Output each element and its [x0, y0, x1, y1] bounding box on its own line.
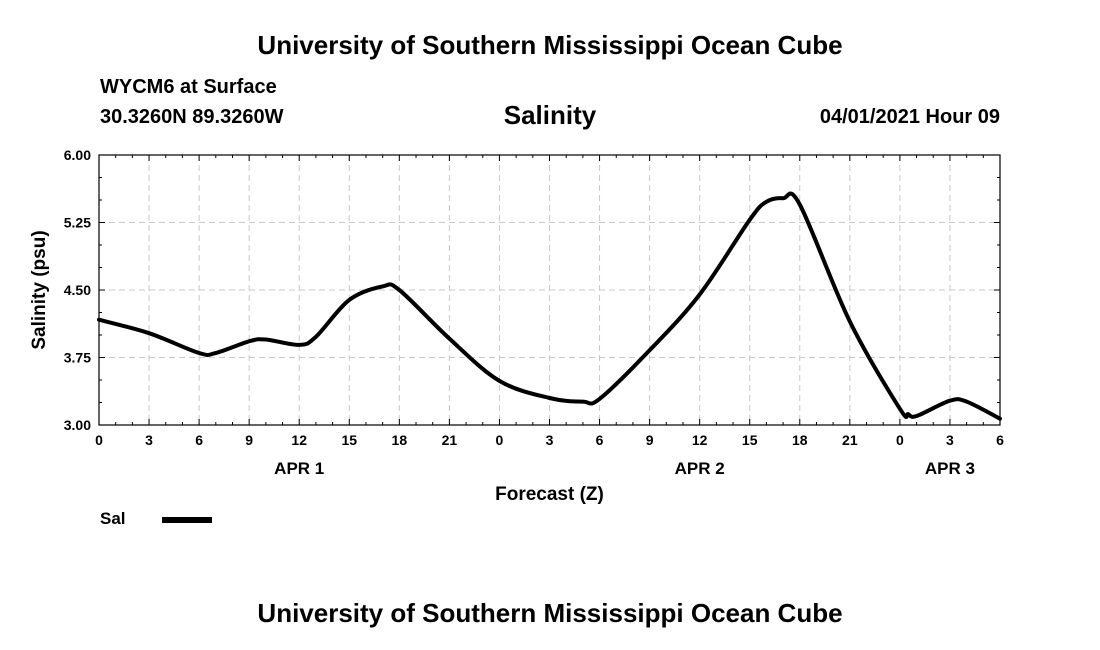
plot-frame [98, 154, 1001, 426]
x-tick-label: 9 [245, 432, 253, 448]
parameter-title: Salinity [503, 100, 597, 130]
day-label: APR 3 [925, 459, 975, 478]
x-tick-label: 9 [646, 432, 654, 448]
x-axis-label: Forecast (Z) [495, 484, 604, 505]
chart-footer-title: University of Southern Mississippi Ocean… [257, 598, 843, 628]
y-tick-label: 6.00 [64, 147, 91, 163]
x-tick-label: 21 [442, 432, 458, 448]
chart-header-title: University of Southern Mississippi Ocean… [257, 30, 843, 60]
station-label: WYCM6 at Surface [100, 76, 277, 98]
x-tick-label: 6 [596, 432, 604, 448]
x-tick-label: 6 [195, 432, 203, 448]
forecast-datetime: 04/01/2021 Hour 09 [819, 106, 1000, 128]
day-label: APR 2 [675, 459, 725, 478]
x-tick-label: 15 [341, 432, 357, 448]
x-tick-label: 15 [742, 432, 758, 448]
x-tick-label: 12 [291, 432, 307, 448]
y-axis-label: Salinity (psu) [29, 230, 50, 349]
y-tick-label: 4.50 [64, 282, 91, 298]
coordinates-label: 30.3260N 89.3260W [100, 106, 284, 128]
y-tick-label: 3.00 [64, 417, 91, 433]
y-tick-label: 3.75 [64, 350, 91, 366]
x-tick-label: 0 [896, 432, 904, 448]
x-tick-label: 6 [996, 432, 1004, 448]
series-line-sal [97, 191, 1002, 421]
x-tick-label: 0 [496, 432, 504, 448]
x-tick-label: 18 [792, 432, 808, 448]
x-tick-label: 18 [392, 432, 408, 448]
x-tick-label: 3 [946, 432, 954, 448]
x-tick-label: 3 [145, 432, 153, 448]
x-tick-label: 0 [95, 432, 103, 448]
x-tick-label: 3 [546, 432, 554, 448]
y-tick-label: 5.25 [64, 215, 91, 231]
x-tick-label: 21 [842, 432, 858, 448]
legend-line-swatch [162, 517, 212, 523]
x-tick-label: 12 [692, 432, 708, 448]
day-label: APR 1 [274, 459, 324, 478]
legend-label: Sal [100, 509, 126, 528]
